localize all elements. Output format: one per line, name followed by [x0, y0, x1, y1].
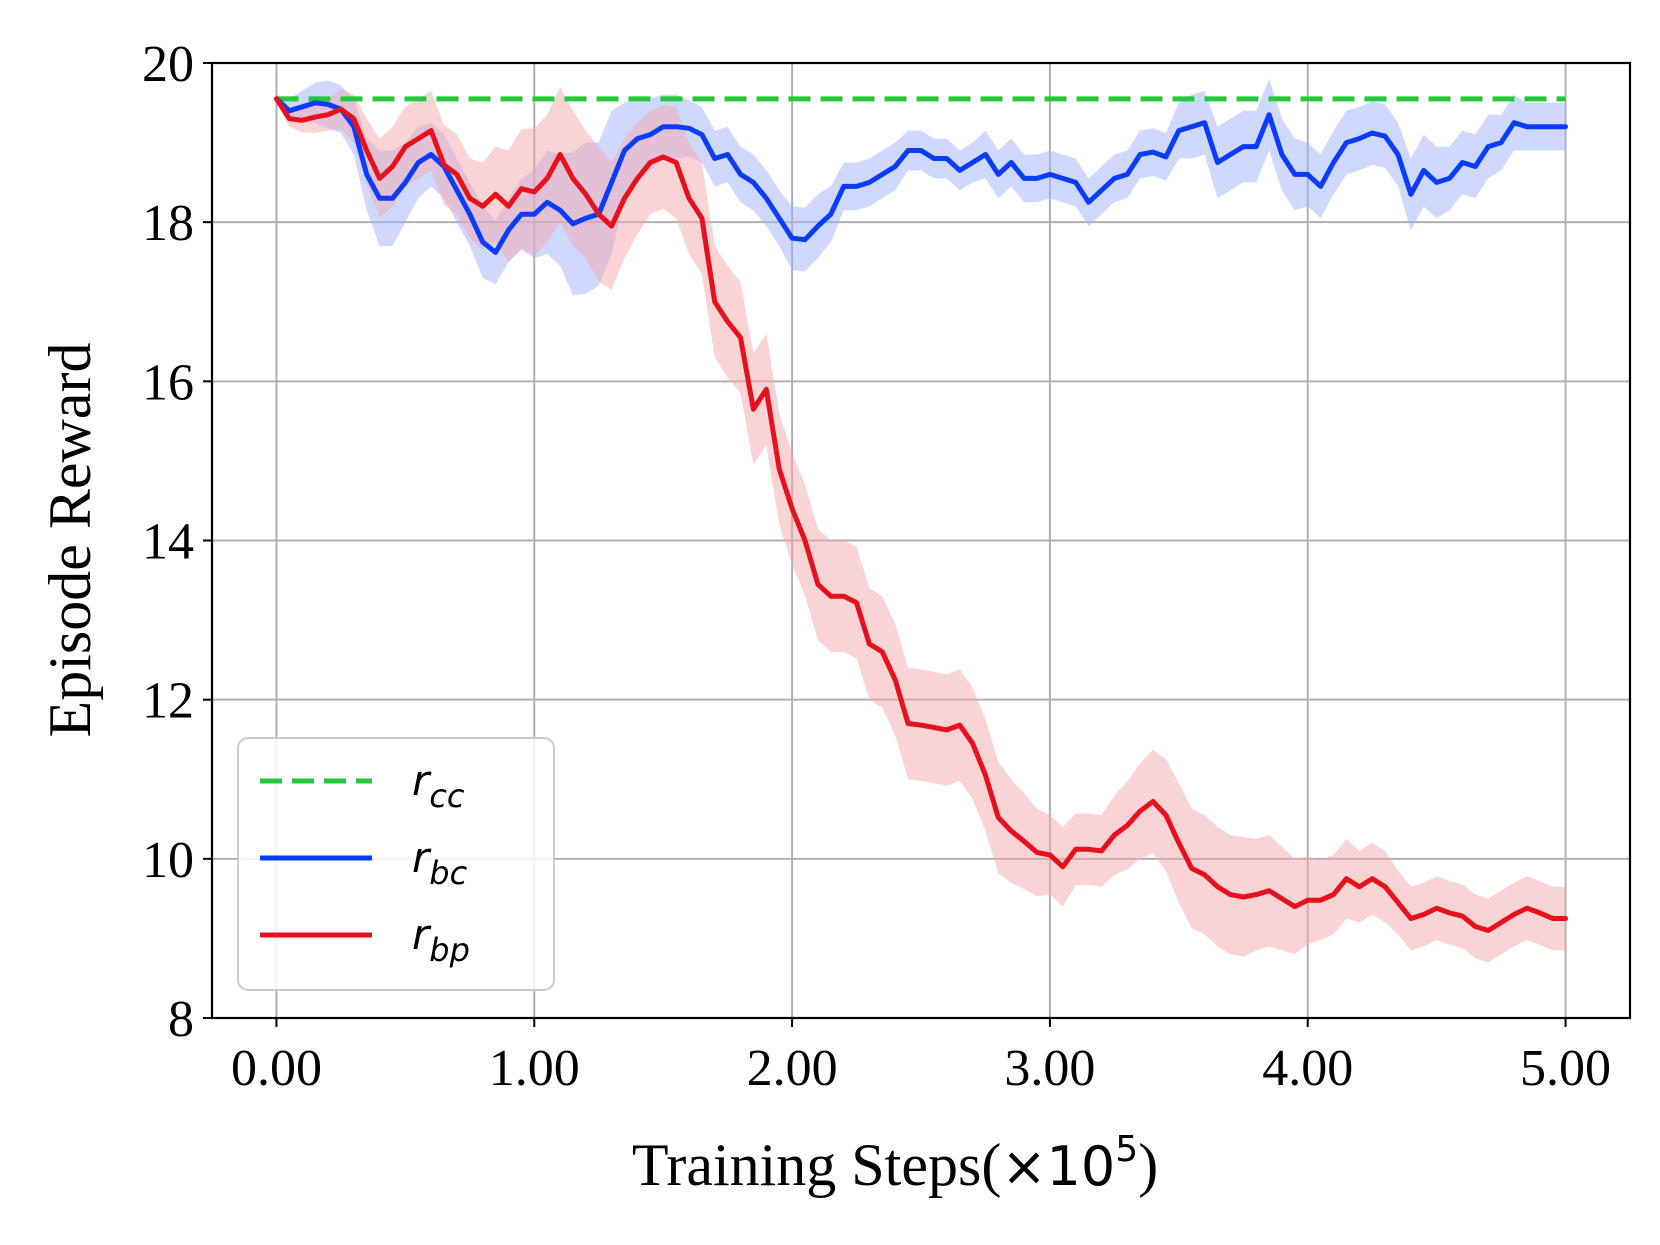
legend-label-r-cc: rcc [412, 756, 465, 815]
x-tick-label: 1.00 [489, 1040, 580, 1097]
y-tick-label: 12 [142, 673, 194, 730]
y-tick-label: 10 [142, 832, 194, 889]
series-lines [274, 96, 1568, 933]
series-line-r-bp [274, 96, 1568, 933]
legend-label-r-bp: rbp [412, 910, 470, 969]
y-tick-label: 16 [142, 354, 194, 411]
x-axis-title: Training Steps(×105) [632, 1129, 1158, 1198]
y-tick-label: 18 [142, 195, 194, 252]
x-tick-label: 2.00 [747, 1040, 838, 1097]
legend: rcc rbc rbp [237, 737, 555, 991]
y-tick-label: 20 [142, 36, 194, 93]
confidence-bands [276, 78, 1566, 963]
x-tick-label: 4.00 [1262, 1040, 1353, 1097]
legend-box [237, 737, 555, 991]
y-tick-label: 14 [142, 514, 194, 571]
y-tick-label: 8 [168, 991, 194, 1048]
x-tick-label: 0.00 [231, 1040, 322, 1097]
legend-label-r-bc: rbc [412, 833, 468, 892]
band-r-bp [276, 86, 1566, 963]
x-tick-label: 5.00 [1520, 1040, 1611, 1097]
series-line-r-bc [274, 96, 1568, 255]
axis-ticks [203, 62, 1567, 1027]
tick-labels: 0.00 1.00 2.00 3.00 4.00 5.00 8 10 12 14 16 18 20 [142, 36, 1611, 1097]
x-tick-label: 3.00 [1004, 1040, 1095, 1097]
y-axis-title: Episode Reward [37, 343, 103, 738]
